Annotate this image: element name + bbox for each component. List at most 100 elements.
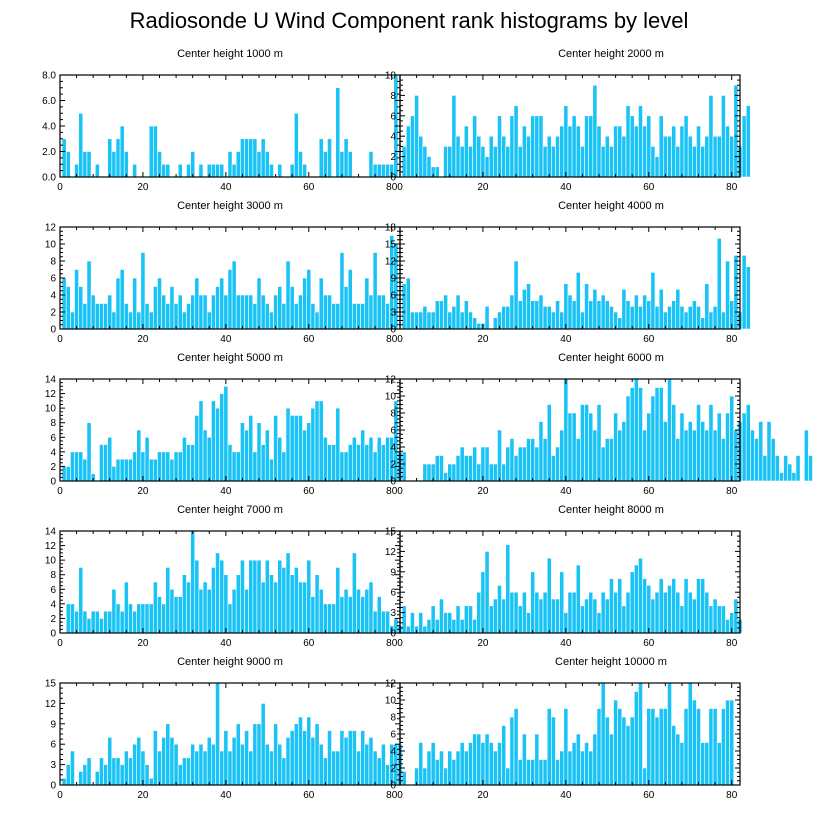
histogram-bar: [762, 455, 768, 482]
histogram-bar: [501, 135, 507, 178]
histogram-bar: [513, 105, 519, 178]
histogram-bar: [584, 598, 589, 634]
histogram-bar: [455, 135, 461, 178]
y-tick-label: 4: [390, 132, 396, 143]
histogram-bar: [260, 444, 266, 482]
histogram-bar: [339, 252, 345, 330]
histogram-bar: [401, 605, 407, 634]
histogram-bar: [161, 603, 167, 634]
histogram-bar: [588, 750, 594, 786]
histogram-bar: [306, 716, 312, 786]
histogram-bar: [376, 436, 382, 482]
histogram-bar: [219, 559, 225, 634]
y-tick-label: 10: [385, 392, 397, 403]
histogram-bar: [414, 95, 419, 178]
x-tick-label: 20: [477, 334, 489, 345]
histogram-bar: [381, 610, 386, 634]
histogram-bar: [165, 567, 171, 634]
histogram-bar: [708, 404, 714, 482]
histogram-bar: [468, 742, 473, 786]
histogram-bar: [642, 767, 648, 786]
histogram-bar: [215, 407, 220, 482]
histogram-bar: [302, 277, 308, 330]
y-tick-label: 14: [45, 375, 57, 386]
histogram-bar: [161, 451, 167, 482]
histogram-bar: [716, 412, 722, 482]
histogram-bar: [132, 743, 138, 786]
histogram-bar: [687, 591, 693, 634]
histogram-bar: [215, 682, 220, 786]
y-tick-label: 2: [390, 152, 396, 163]
histogram-bar: [115, 458, 121, 482]
histogram-bar: [123, 303, 129, 330]
histogram-bar: [808, 455, 813, 482]
histogram-bar: [343, 138, 349, 178]
histogram-bar: [468, 146, 473, 178]
histogram-bar: [152, 730, 158, 786]
histogram-bar: [381, 294, 386, 330]
histogram-bar: [318, 400, 324, 482]
histogram-bar: [704, 591, 710, 634]
histogram-bar: [231, 163, 237, 178]
histogram-bar: [99, 444, 104, 482]
histogram-bar: [70, 603, 75, 634]
y-tick-label: 12: [45, 699, 57, 710]
histogram-bar: [231, 260, 237, 330]
histogram-bar: [314, 723, 320, 786]
histogram-bar: [119, 125, 125, 178]
histogram-bar: [198, 294, 204, 330]
histogram-bar: [211, 567, 216, 634]
histogram-bar: [418, 612, 424, 634]
histogram-bar: [202, 581, 208, 634]
histogram-bar: [368, 436, 374, 482]
histogram-bar: [235, 294, 241, 330]
panel-title-5000m: Center height 5000 m: [177, 352, 283, 364]
histogram-bar: [654, 387, 660, 482]
histogram-bar: [352, 552, 357, 634]
histogram-bar: [692, 429, 697, 482]
histogram-bar: [447, 750, 453, 786]
histogram-bar: [733, 255, 739, 330]
y-tick-label: 15: [385, 240, 397, 251]
histogram-bar: [107, 610, 113, 634]
histogram-bar: [526, 283, 531, 330]
histogram-bar: [451, 95, 457, 178]
histogram-bar: [488, 135, 494, 178]
histogram-bar: [638, 306, 643, 330]
x-tick-label: 20: [477, 790, 489, 801]
histogram-bar: [372, 451, 378, 482]
histogram-bar: [140, 750, 146, 786]
histogram-bar: [252, 451, 258, 482]
histogram-bar: [646, 585, 652, 634]
histogram-bar: [227, 750, 233, 786]
y-tick-label: 0: [390, 629, 396, 640]
histogram-bar: [534, 733, 540, 786]
histogram-bar: [476, 733, 482, 786]
x-tick-label: 60: [643, 486, 655, 497]
histogram-bar: [186, 581, 191, 634]
histogram-bar: [662, 591, 668, 634]
histogram-bar: [123, 581, 129, 634]
histogram-bar: [148, 458, 154, 482]
histogram-bar: [219, 750, 225, 786]
histogram-bar: [480, 571, 486, 634]
histogram-bar: [244, 730, 249, 786]
y-tick-label: 6: [390, 426, 396, 437]
histogram-bar: [484, 733, 490, 786]
histogram-bar: [667, 682, 672, 786]
histogram-bar: [662, 708, 668, 786]
histogram-bar: [704, 283, 710, 330]
histogram-bar: [202, 429, 208, 482]
histogram-bar: [347, 444, 353, 482]
histogram-bar: [211, 400, 216, 482]
histogram-bar: [600, 591, 606, 634]
histogram-bar: [563, 378, 569, 482]
histogram-bar: [376, 294, 382, 330]
histogram-bar: [264, 743, 270, 786]
histogram-bar: [517, 146, 523, 178]
histogram-bar: [443, 146, 448, 178]
histogram-bar: [683, 429, 689, 482]
histogram-bar: [522, 289, 527, 330]
y-tick-label: 4: [390, 747, 396, 758]
histogram-bar: [687, 306, 693, 330]
